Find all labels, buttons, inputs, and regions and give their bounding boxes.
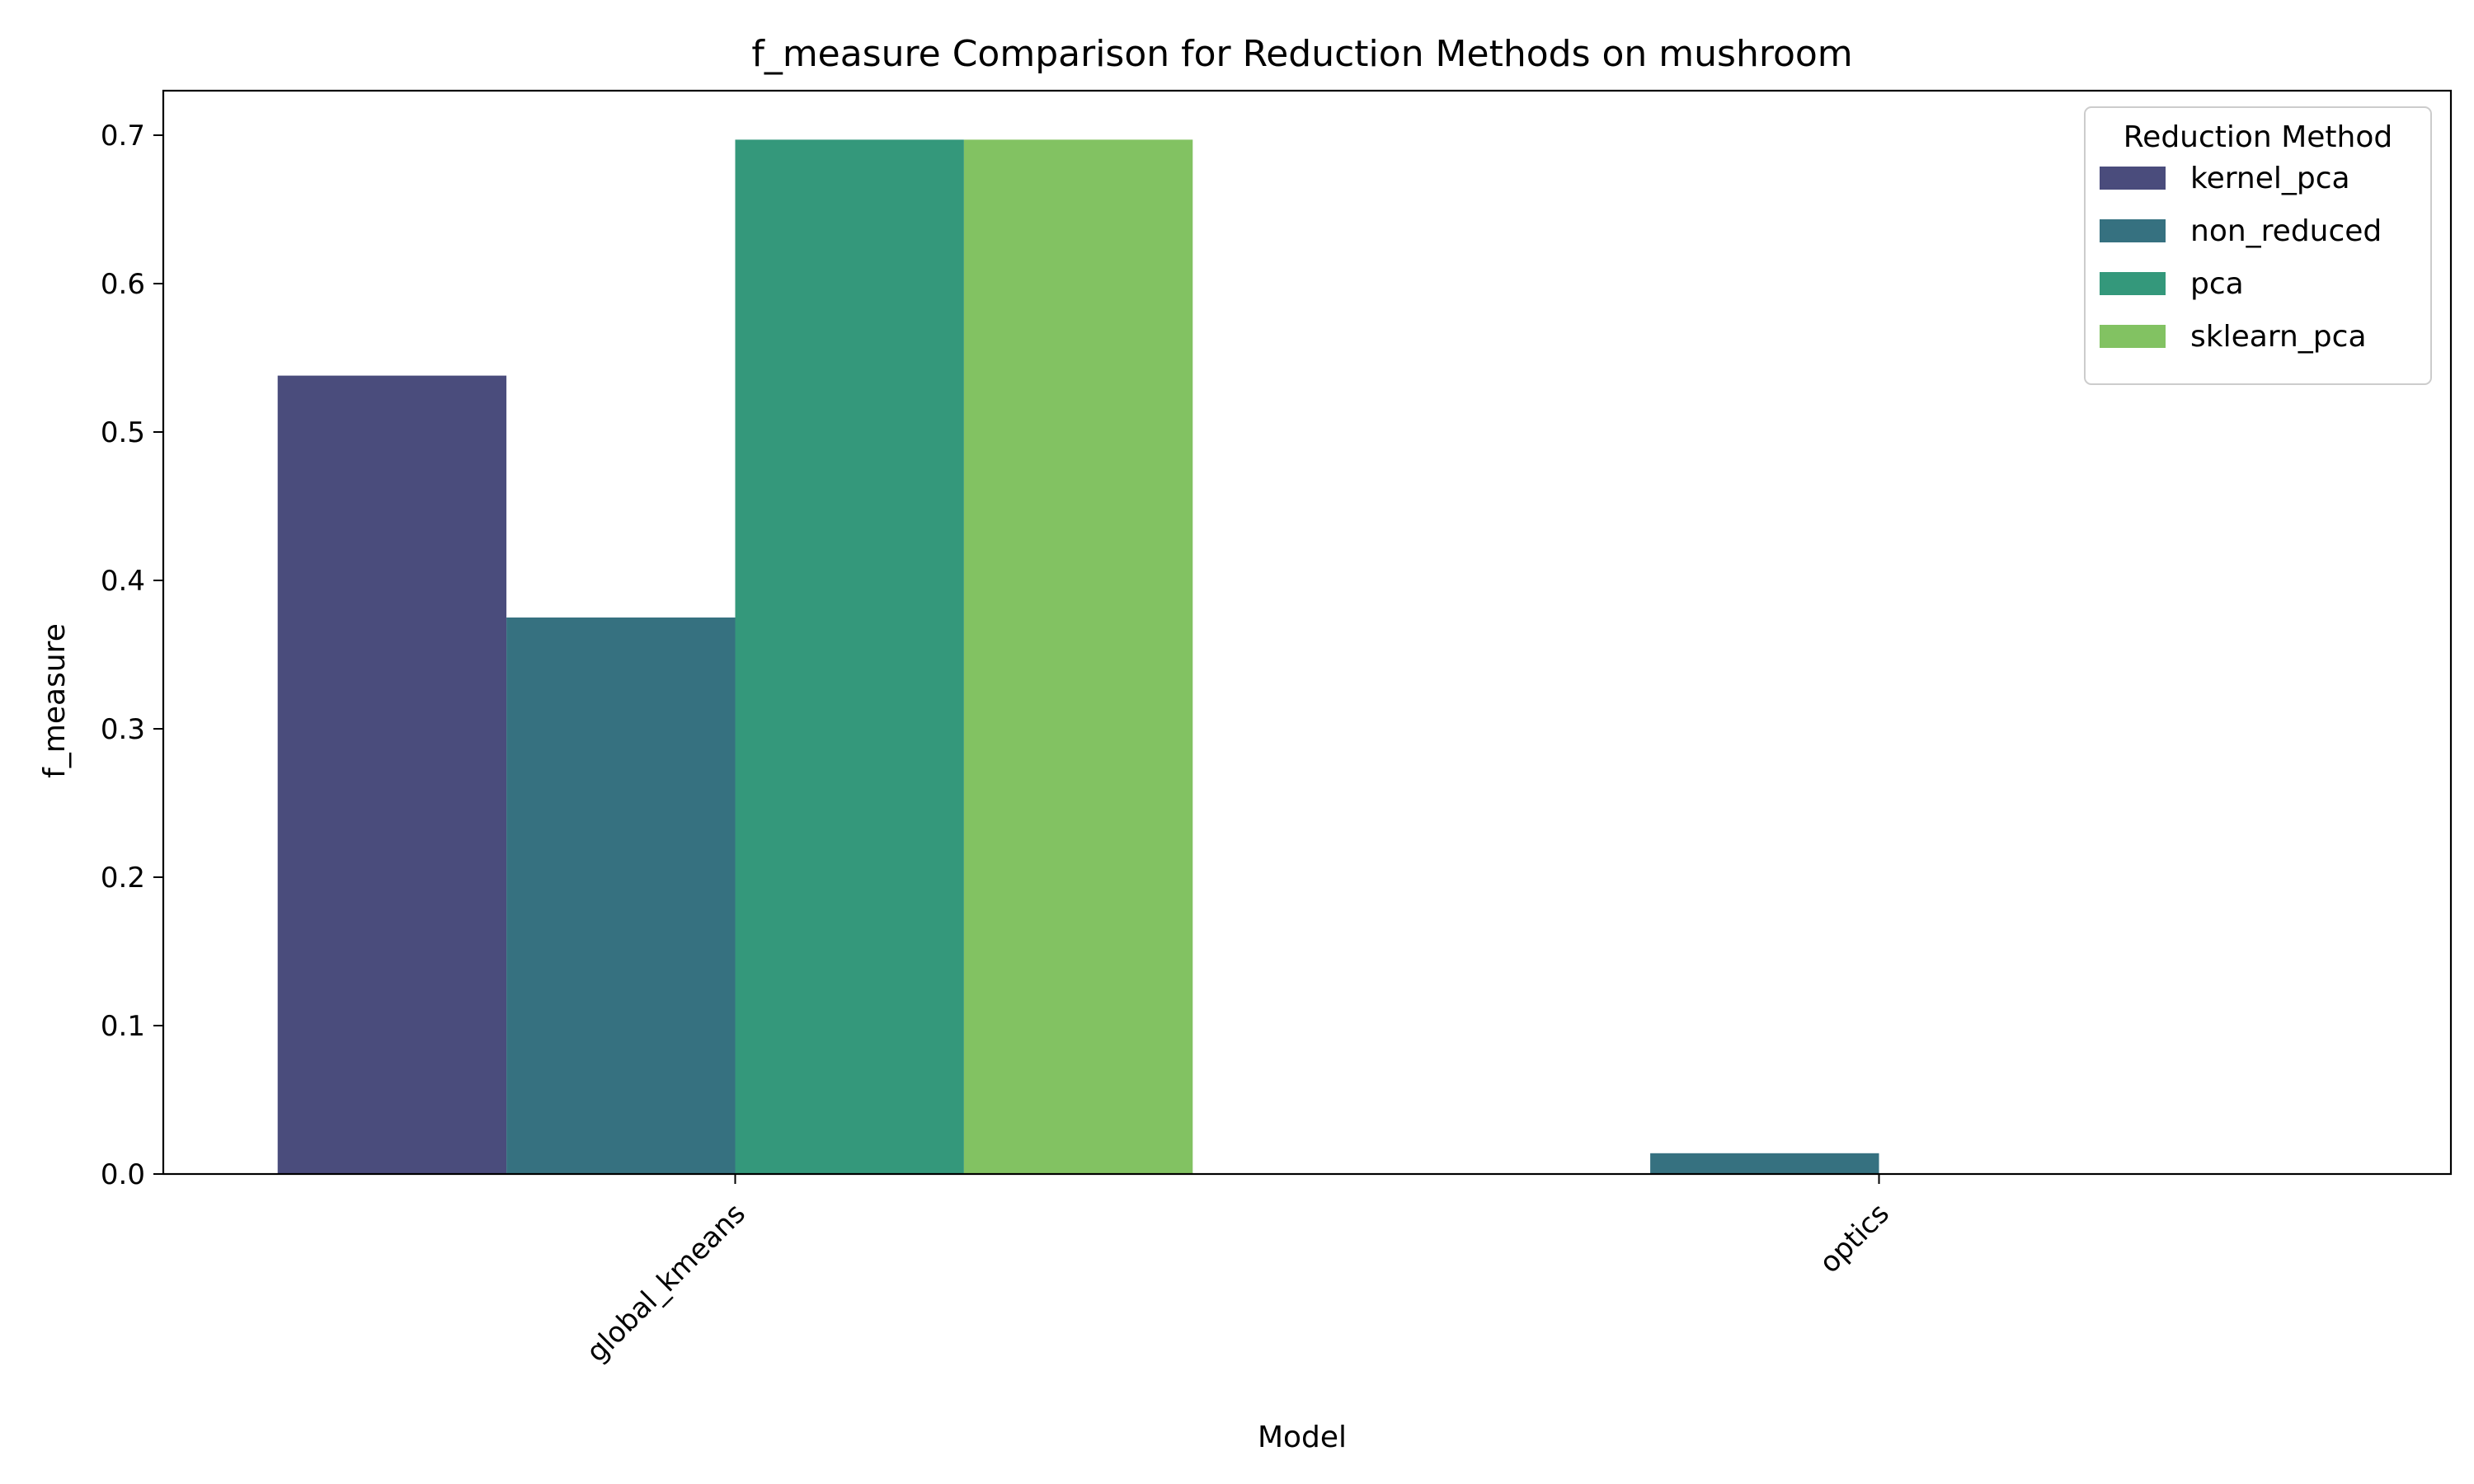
legend-label-sklearn_pca: sklearn_pca xyxy=(2190,320,2367,354)
legend-swatch-sklearn_pca xyxy=(2100,325,2166,348)
legend-swatch-non_reduced xyxy=(2100,219,2166,242)
legend-box xyxy=(2084,106,2432,385)
y-tick-label: 0.1 xyxy=(101,1010,145,1043)
plot-area xyxy=(277,139,1879,1175)
bar-non_reduced-global_kmeans xyxy=(506,618,736,1174)
bar-non_reduced-optics xyxy=(1650,1153,1879,1174)
y-tick-label: 0.6 xyxy=(101,268,145,301)
x-axis-label: Model xyxy=(1258,1421,1347,1454)
y-tick-label: 0.7 xyxy=(101,120,145,153)
legend-title: Reduction Method xyxy=(2124,120,2392,154)
y-tick-label: 0.0 xyxy=(101,1158,145,1191)
legend-label-kernel_pca: kernel_pca xyxy=(2190,162,2350,195)
plot-frame xyxy=(162,89,2453,1176)
x-tick-label: optics xyxy=(1813,1197,1896,1280)
y-axis-label: f_measure xyxy=(38,623,72,778)
y-tick-label: 0.5 xyxy=(101,416,145,449)
legend-label-pca: pca xyxy=(2190,267,2244,301)
legend: Reduction Method kernel_pca non_reducedpca… xyxy=(2084,106,2432,385)
bar-kernel_pca-global_kmeans xyxy=(277,375,507,1175)
x-tick-label: global_kmeans xyxy=(581,1197,752,1369)
legend-label-non_reduced: non_reduced xyxy=(2190,214,2382,248)
bar-pca-global_kmeans xyxy=(735,139,964,1174)
chart-title: f_measure Comparison for Reduction Metho… xyxy=(751,33,1852,75)
y-tick-label: 0.3 xyxy=(101,713,145,746)
legend-swatch-pca xyxy=(2100,272,2166,295)
y-tick-label: 0.4 xyxy=(101,565,145,598)
bar-sklearn_pca-global_kmeans xyxy=(963,139,1193,1174)
y-tick-label: 0.2 xyxy=(101,862,145,895)
legend-swatch-kernel_pca xyxy=(2100,167,2166,190)
